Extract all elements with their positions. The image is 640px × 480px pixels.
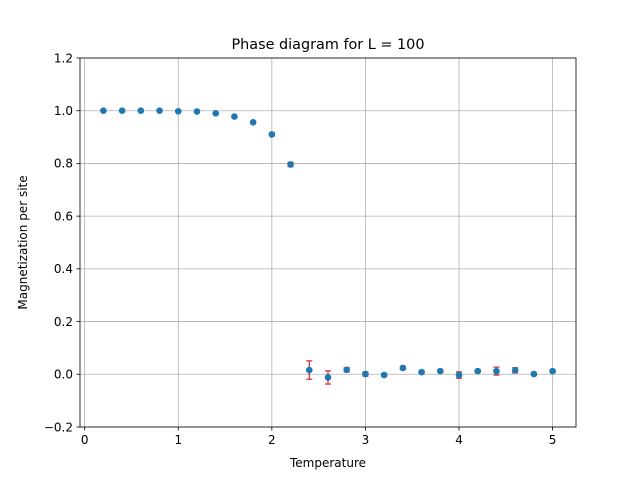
y-tick-label: 0.2: [54, 315, 73, 329]
data-point: [174, 107, 182, 115]
data-point: [287, 161, 294, 168]
data-point: [380, 371, 388, 379]
error-bars: [100, 109, 556, 385]
data-point: [343, 366, 351, 374]
data-point: [100, 107, 107, 115]
data-point: [324, 374, 332, 381]
x-tick-label: 4: [455, 433, 463, 447]
data-point: [137, 107, 145, 115]
data-point: [549, 367, 556, 375]
y-axis-label: Magnetization per site: [16, 175, 30, 309]
data-point: [474, 367, 482, 375]
data-point: [511, 367, 519, 374]
chart-title: Phase diagram for L = 100: [231, 37, 424, 53]
data-point: [455, 371, 463, 379]
data-point: [305, 366, 313, 374]
x-tick-label: 0: [81, 433, 89, 447]
y-tick-label: 0.0: [54, 368, 73, 382]
data-point: [268, 131, 276, 138]
data-point: [156, 107, 163, 115]
y-tick-label: 0.8: [54, 157, 73, 171]
y-tick-label: 0.4: [54, 262, 73, 276]
data-point: [193, 108, 201, 115]
data-point: [249, 119, 257, 126]
x-axis-label: Temperature: [289, 456, 366, 470]
data-point: [399, 364, 407, 372]
x-tick-label: 5: [549, 433, 557, 447]
data-points: [100, 107, 556, 381]
data-point: [530, 370, 538, 378]
data-point: [418, 368, 425, 376]
data-point: [118, 107, 126, 115]
data-point: [493, 367, 500, 375]
x-tick-label: 2: [268, 433, 276, 447]
data-point: [212, 110, 219, 117]
data-point: [437, 367, 444, 375]
data-point: [231, 113, 238, 120]
y-tick-label: 0.6: [54, 209, 73, 223]
y-tick-label: −0.2: [44, 420, 73, 434]
y-tick-label: 1.2: [54, 51, 73, 65]
x-tick-label: 1: [174, 433, 182, 447]
data-point: [362, 370, 369, 378]
axis-ticks: 0 1 2 3 4 5 −0.2 0.0 0.2 0.4 0.6 0.8 1.0 1.2: [44, 51, 557, 447]
y-tick-label: 1.0: [54, 104, 73, 118]
x-tick-label: 3: [362, 433, 370, 447]
plot-frame: [79, 57, 577, 428]
